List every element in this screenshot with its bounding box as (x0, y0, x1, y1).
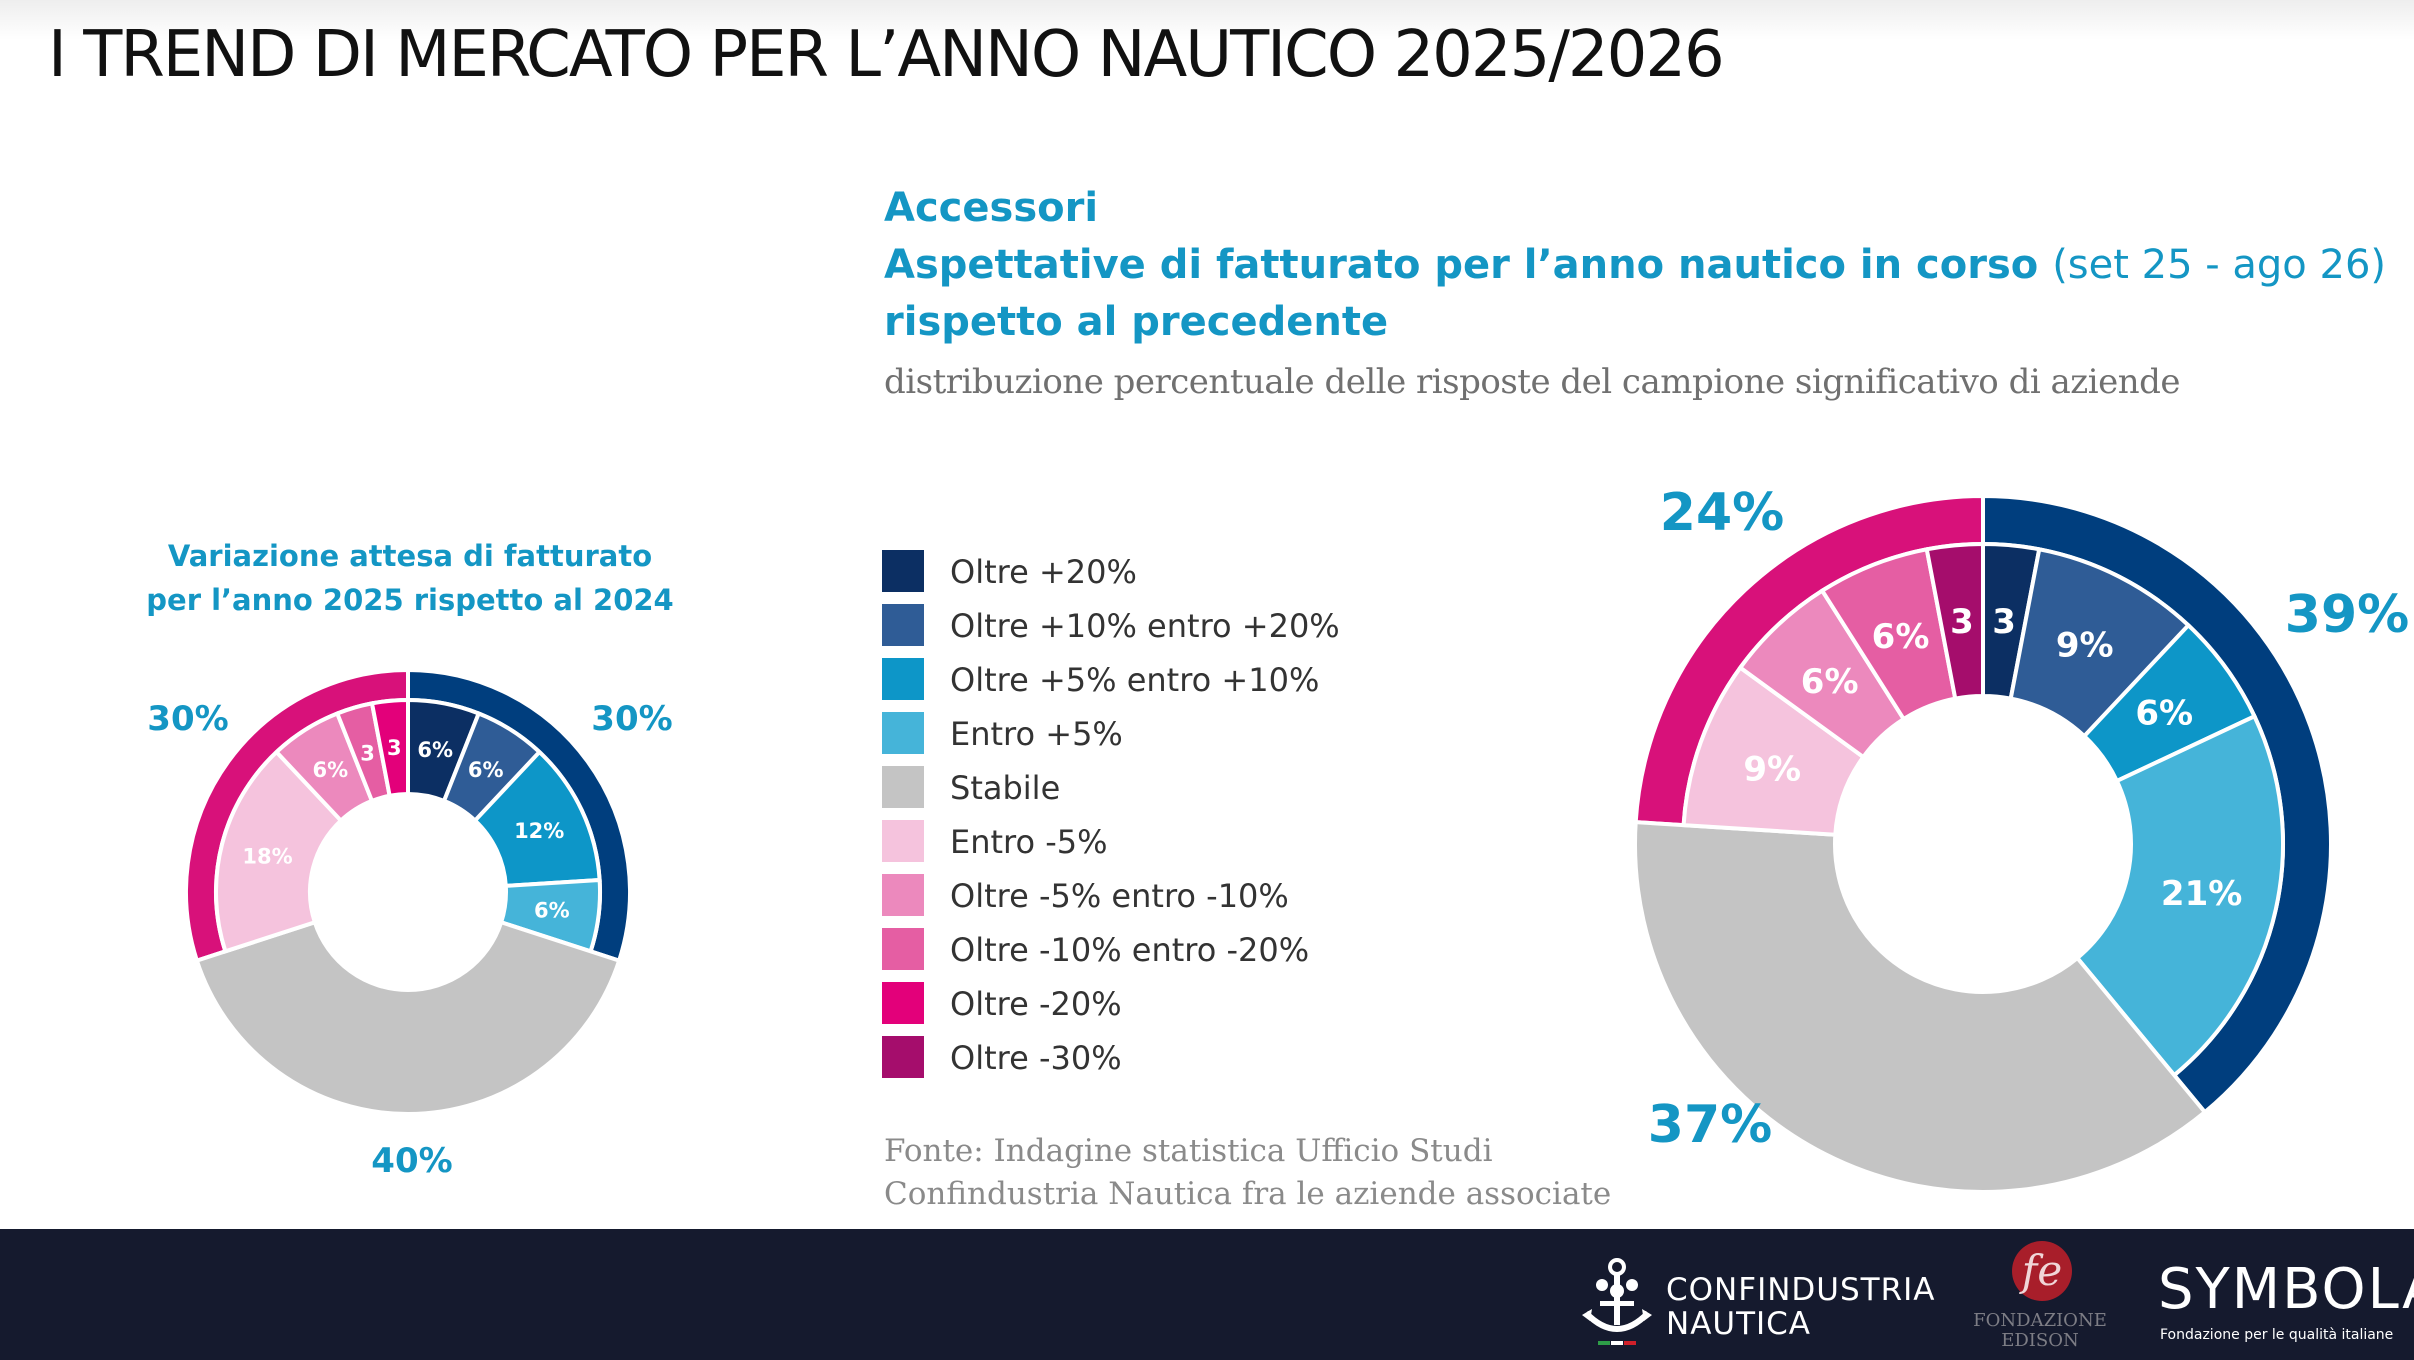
legend-swatch (882, 982, 924, 1024)
legend-label: Stabile (950, 769, 1061, 807)
symbola-wordmark: SYMBOLA (2158, 1257, 2414, 1322)
symbola-logo: SYMBOLA Fondazione per le qualità italia… (2150, 1253, 2414, 1353)
legend-label: Entro -5% (950, 823, 1108, 861)
slice-value-label: 3 (387, 736, 402, 760)
legend-label: Oltre -10% entro -20% (950, 931, 1310, 969)
symbola-tagline: Fondazione per le qualità italiane (2160, 1327, 2394, 1343)
small-chart-title: Variazione attesa di fatturato per l’ann… (100, 534, 720, 622)
small-chart-title-line2: per l’anno 2025 rispetto al 2024 (146, 583, 674, 617)
small-chart-title-line1: Variazione attesa di fatturato (167, 539, 653, 573)
slice-value-label: 18% (242, 844, 292, 868)
slice-value-label: 6% (468, 758, 504, 782)
confindustria-nautica-logo: CONFINDUSTRIA NAUTICA (1572, 1253, 1952, 1353)
legend-swatch (882, 658, 924, 700)
slice-value-label: 6% (1872, 617, 1930, 657)
group-percent-label: 37% (1648, 1095, 1772, 1155)
slice-value-label: 3 (360, 741, 375, 765)
slice-value-label: 6% (1801, 662, 1859, 702)
group-percent-label: 30% (147, 699, 228, 739)
chart-subtitle: distribuzione percentuale delle risposte… (884, 362, 2180, 402)
legend-swatch (882, 928, 924, 970)
legend-label: Oltre +10% entro +20% (950, 607, 1340, 645)
legend-swatch (882, 604, 924, 646)
svg-text:fe: fe (2019, 1246, 2062, 1295)
slice-value-label: 9% (1743, 749, 1801, 789)
donut-slice (2074, 713, 2285, 1078)
edison-line2: EDISON (2001, 1330, 2079, 1351)
header-shade (0, 0, 2414, 40)
source-line2: Confindustria Nautica fra le aziende ass… (884, 1176, 1612, 1212)
chart-title-line2: Aspettative di fatturato per l’anno naut… (884, 237, 2386, 294)
legend-swatch (882, 1036, 924, 1078)
slice-value-label: 6% (312, 758, 348, 782)
legend-label: Oltre -5% entro -10% (950, 877, 1289, 915)
chart-title: Accessori Aspettative di fatturato per l… (884, 180, 2386, 351)
small-donut-chart: 6% 6% 12% 6% 18% 6% 3 3 30% 40% 30% (147, 670, 673, 1181)
slice-value-label: 21% (2161, 874, 2242, 914)
slice-value-label: 9% (2056, 626, 2114, 666)
slice-value-label: 3 (1992, 602, 2016, 642)
legend-label: Oltre +20% (950, 553, 1137, 591)
legend-label: Oltre -30% (950, 1039, 1122, 1077)
legend-label: Oltre -20% (950, 985, 1122, 1023)
legend-label: Oltre +5% entro +10% (950, 661, 1320, 699)
chart-title-line2-bold: Aspettative di fatturato per l’anno naut… (884, 242, 2039, 288)
slice-value-label: 6% (2135, 694, 2193, 734)
anchor-icon (1582, 1258, 1652, 1345)
legend-label: Entro +5% (950, 715, 1123, 753)
legend-swatch (882, 874, 924, 916)
donut-slice (369, 697, 410, 799)
donut-slice (1924, 541, 1985, 701)
slice-value-label: 6% (417, 738, 453, 762)
donut-slice (194, 919, 622, 1116)
edison-emblem-icon: fe (2012, 1241, 2072, 1301)
edison-line1: FONDAZIONE (1973, 1310, 2107, 1331)
slice-value-label: 12% (514, 819, 564, 843)
source-line1: Fonte: Indagine statistica Ufficio Studi (884, 1133, 1493, 1169)
source-note: Fonte: Indagine statistica Ufficio Studi… (884, 1130, 1611, 1216)
footer-bar: CONFINDUSTRIA NAUTICA fe FONDAZIONE EDIS… (0, 1229, 2414, 1360)
legend-swatch (882, 820, 924, 862)
confindustria-line1: CONFINDUSTRIA (1666, 1272, 1936, 1308)
legend-swatch (882, 766, 924, 808)
group-percent-label: 40% (371, 1141, 452, 1181)
group-percent-label: 24% (1660, 483, 1784, 543)
chart-title-period: (set 25 - ago 26) (2052, 242, 2386, 288)
legend-swatch (882, 550, 924, 592)
legend-swatch (882, 712, 924, 754)
chart-title-line1: Accessori (884, 185, 1099, 231)
donut-slice (1633, 820, 2208, 1194)
fondazione-edison-logo: fe FONDAZIONE EDISON (1952, 1229, 2132, 1360)
group-percent-label: 39% (2285, 585, 2409, 645)
page-title: I TREND DI MERCATO PER L’ANNO NAUTICO 20… (48, 18, 1725, 92)
slice-value-label: 6% (534, 899, 570, 923)
slice-value-label: 3 (1950, 602, 1974, 642)
donut-slice (214, 749, 344, 954)
main-donut-chart: 39%6%21%9%6%6% 3 39%37%24% (1633, 483, 2409, 1194)
confindustria-line2: NAUTICA (1666, 1306, 1812, 1342)
group-percent-label: 30% (591, 699, 672, 739)
chart-title-line3: rispetto al precedente (884, 299, 1389, 345)
